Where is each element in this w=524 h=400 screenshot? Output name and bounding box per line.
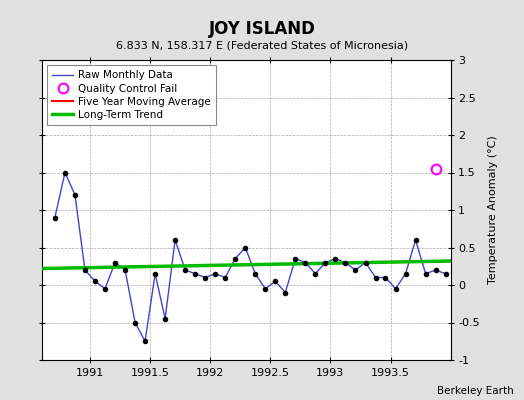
Raw Monthly Data <box>442 271 449 276</box>
Raw Monthly Data <box>312 271 319 276</box>
Raw Monthly Data <box>182 268 188 272</box>
Raw Monthly Data <box>52 215 58 220</box>
Raw Monthly Data <box>422 271 429 276</box>
Raw Monthly Data <box>92 279 98 284</box>
Raw Monthly Data <box>82 268 88 272</box>
Raw Monthly Data <box>162 316 168 321</box>
Raw Monthly Data <box>62 170 68 175</box>
Raw Monthly Data <box>232 256 238 261</box>
Raw Monthly Data <box>122 268 128 272</box>
Line: Raw Monthly Data: Raw Monthly Data <box>55 172 445 341</box>
Raw Monthly Data <box>302 260 309 265</box>
Raw Monthly Data <box>332 256 339 261</box>
Raw Monthly Data <box>412 238 419 242</box>
Raw Monthly Data <box>383 275 389 280</box>
Raw Monthly Data <box>172 238 178 242</box>
Legend: Raw Monthly Data, Quality Control Fail, Five Year Moving Average, Long-Term Tren: Raw Monthly Data, Quality Control Fail, … <box>47 65 216 125</box>
Raw Monthly Data <box>392 286 399 291</box>
Raw Monthly Data <box>272 279 279 284</box>
Raw Monthly Data <box>373 275 379 280</box>
Raw Monthly Data <box>72 193 78 198</box>
Raw Monthly Data <box>102 286 108 291</box>
Raw Monthly Data <box>252 271 258 276</box>
Raw Monthly Data <box>192 271 199 276</box>
Raw Monthly Data <box>142 339 148 344</box>
Raw Monthly Data <box>282 290 289 295</box>
Raw Monthly Data <box>322 260 329 265</box>
Raw Monthly Data <box>292 256 299 261</box>
Raw Monthly Data <box>202 275 209 280</box>
Raw Monthly Data <box>212 271 219 276</box>
Text: JOY ISLAND: JOY ISLAND <box>209 20 315 38</box>
Raw Monthly Data <box>352 268 358 272</box>
Raw Monthly Data <box>112 260 118 265</box>
Text: 6.833 N, 158.317 E (Federated States of Micronesia): 6.833 N, 158.317 E (Federated States of … <box>116 40 408 50</box>
Raw Monthly Data <box>342 260 348 265</box>
Y-axis label: Temperature Anomaly (°C): Temperature Anomaly (°C) <box>488 136 498 284</box>
Raw Monthly Data <box>262 286 268 291</box>
Raw Monthly Data <box>132 320 138 325</box>
Raw Monthly Data <box>152 271 158 276</box>
Raw Monthly Data <box>432 268 439 272</box>
Raw Monthly Data <box>242 245 248 250</box>
Raw Monthly Data <box>363 260 369 265</box>
Raw Monthly Data <box>402 271 409 276</box>
Text: Berkeley Earth: Berkeley Earth <box>437 386 514 396</box>
Raw Monthly Data <box>222 275 228 280</box>
